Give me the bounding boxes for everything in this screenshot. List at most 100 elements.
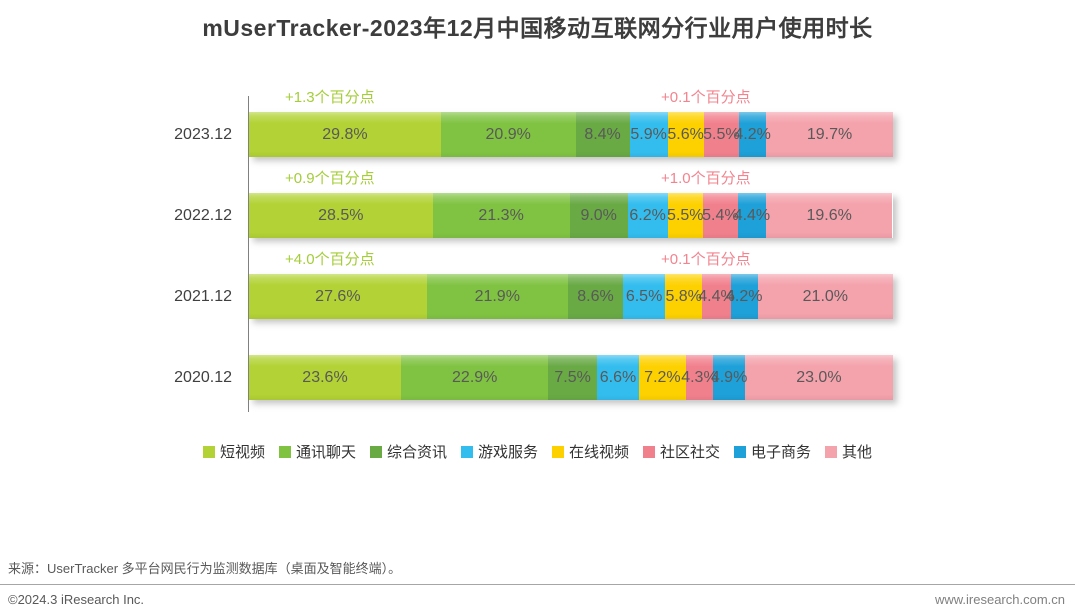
segment-value: 29.8% [322, 125, 368, 143]
legend-label: 通讯聊天 [295, 444, 356, 461]
legend-label: 在线视频 [569, 444, 630, 461]
legend-item-游戏服务: 游戏服务 [460, 441, 538, 462]
legend-swatch-icon [460, 445, 473, 458]
bar-segment-综合资讯: 8.4% [575, 112, 630, 157]
segment-value: 7.5% [554, 368, 591, 386]
annotation-gain-left: +4.0个百分点 [285, 251, 375, 268]
segment-value: 5.6% [667, 125, 704, 143]
segment-value: 21.3% [478, 206, 524, 224]
segment-value: 22.9% [452, 368, 498, 386]
legend-swatch-icon [643, 445, 656, 458]
annotation-gain-left: +1.3个百分点 [285, 89, 375, 106]
bar-segment-综合资讯: 8.6% [567, 274, 624, 319]
bar-segment-在线视频: 5.8% [665, 274, 703, 319]
annotation-gain-right: +0.1个百分点 [661, 89, 751, 106]
legend-label: 综合资讯 [386, 444, 447, 461]
bar-segment-通讯聊天: 20.9% [440, 112, 576, 157]
legend-item-其他: 其他 [825, 441, 872, 462]
legend-item-通讯聊天: 通讯聊天 [278, 441, 356, 462]
bar-segment-在线视频: 5.6% [667, 112, 704, 157]
bar-segment-综合资讯: 7.5% [548, 355, 597, 400]
segment-value: 6.2% [629, 206, 666, 224]
segment-value: 4.9% [710, 368, 748, 386]
legend-label: 短视频 [219, 444, 265, 461]
segment-value: 4.4% [733, 206, 771, 224]
stacked-bar: 23.6% 22.9% 7.5% 6.6% 7.2% 4.3% 4.9% 23.0% [249, 355, 893, 400]
bar-row: 2022.12 28.5% 21.3% 9.0% 6.2% 5.5% 5.4% 4.4% 19.… [0, 193, 1075, 238]
website-text: www.iresearch.com.cn [934, 592, 1065, 607]
bar-segment-社区社交: 4.4% [698, 274, 735, 319]
bar-segment-游戏服务: 6.6% [596, 355, 640, 400]
legend-swatch-icon [202, 445, 215, 458]
bar-segment-在线视频: 5.5% [667, 193, 704, 238]
legend-item-综合资讯: 综合资讯 [369, 441, 447, 462]
bar-segment-电子商务: 4.2% [726, 274, 762, 319]
segment-value: 4.4% [698, 287, 735, 305]
bar-segment-短视频: 29.8% [249, 112, 441, 157]
segment-value: 28.5% [318, 206, 364, 224]
segment-value: 5.9% [630, 125, 667, 143]
legend-label: 电子商务 [751, 444, 812, 461]
bar-row: 2020.12 23.6% 22.9% 7.5% 6.6% 7.2% 4.3% 4.9% 23.… [0, 355, 1075, 400]
legend-swatch-icon [734, 445, 747, 458]
segment-value: 5.4% [702, 206, 739, 224]
bar-segment-通讯聊天: 22.9% [400, 355, 549, 400]
segment-value: 5.5% [667, 206, 704, 224]
segment-value: 23.6% [302, 368, 348, 386]
category-label: 2021.12 [174, 288, 232, 305]
bar-segment-社区社交: 4.3% [681, 355, 718, 400]
bar-row: 2021.12 27.6% 21.9% 8.6% 6.5% 5.8% 4.4% 4.2% 21.… [0, 274, 1075, 319]
segment-value: 7.2% [644, 368, 681, 386]
bar-segment-通讯聊天: 21.9% [426, 274, 568, 319]
segment-value: 20.9% [485, 125, 531, 143]
annotation-gain-right: +0.1个百分点 [661, 251, 751, 268]
bar-segment-游戏服务: 6.5% [623, 274, 665, 319]
bar-segment-游戏服务: 5.9% [629, 112, 668, 157]
bar-row: 2023.12 29.8% 20.9% 8.4% 5.9% 5.6% 5.5% 4.2% 19.… [0, 112, 1075, 157]
segment-value: 21.0% [802, 287, 849, 305]
bar-segment-其他: 21.0% [757, 274, 893, 319]
legend-label: 其他 [842, 444, 873, 461]
legend-item-社区社交: 社区社交 [643, 441, 720, 462]
legend-label: 游戏服务 [477, 444, 538, 461]
segment-value: 4.2% [734, 125, 771, 143]
legend: 短视频 通讯聊天 综合资讯 游戏服务 在线视频 社区社交 电子商务 其他 [0, 441, 1075, 462]
bar-segment-电子商务: 4.9% [710, 355, 748, 400]
segment-value: 6.6% [599, 368, 637, 386]
stacked-bar: 29.8% 20.9% 8.4% 5.9% 5.6% 5.5% 4.2% 19.7% [249, 112, 893, 157]
category-label: 2020.12 [174, 369, 232, 386]
legend-swatch-icon [369, 445, 382, 458]
legend-swatch-icon [278, 445, 291, 458]
category-label: 2022.12 [174, 207, 232, 224]
stacked-bar: 27.6% 21.9% 8.6% 6.5% 5.8% 4.4% 4.2% 21.0% [249, 274, 893, 319]
bar-segment-综合资讯: 9.0% [569, 193, 628, 238]
segment-value: 8.6% [577, 287, 614, 305]
bar-segment-其他: 19.6% [766, 193, 893, 238]
segment-value: 21.9% [474, 287, 520, 305]
bar-segment-其他: 23.0% [744, 355, 893, 400]
category-label: 2023.12 [174, 126, 232, 143]
bar-segment-短视频: 28.5% [249, 193, 433, 238]
y-axis-line [248, 96, 249, 412]
footer-divider [0, 584, 1075, 585]
segment-value: 5.5% [703, 125, 740, 143]
bar-segment-电子商务: 4.4% [734, 193, 770, 238]
stacked-bar: 28.5% 21.3% 9.0% 6.2% 5.5% 5.4% 4.4% 19.6% [249, 193, 893, 238]
segment-value: 4.3% [681, 368, 718, 386]
annotation-gain-right: +1.0个百分点 [661, 170, 751, 187]
segment-value: 27.6% [315, 287, 361, 305]
legend-item-电子商务: 电子商务 [734, 441, 811, 462]
segment-value: 6.5% [625, 287, 663, 305]
segment-value: 8.4% [584, 125, 621, 143]
bar-segment-短视频: 23.6% [249, 355, 401, 400]
legend-item-短视频: 短视频 [202, 441, 265, 462]
legend-item-在线视频: 在线视频 [552, 441, 629, 462]
segment-value: 4.2% [725, 287, 763, 305]
bar-segment-游戏服务: 6.2% [627, 193, 668, 238]
bar-segment-短视频: 27.6% [249, 274, 427, 319]
source-note: 来源：UserTracker 多平台网民行为监测数据库（桌面及智能终端）。 [8, 561, 402, 576]
segment-value: 5.8% [665, 287, 702, 305]
annotation-gain-left: +0.9个百分点 [285, 170, 375, 187]
segment-value: 9.0% [580, 206, 617, 224]
